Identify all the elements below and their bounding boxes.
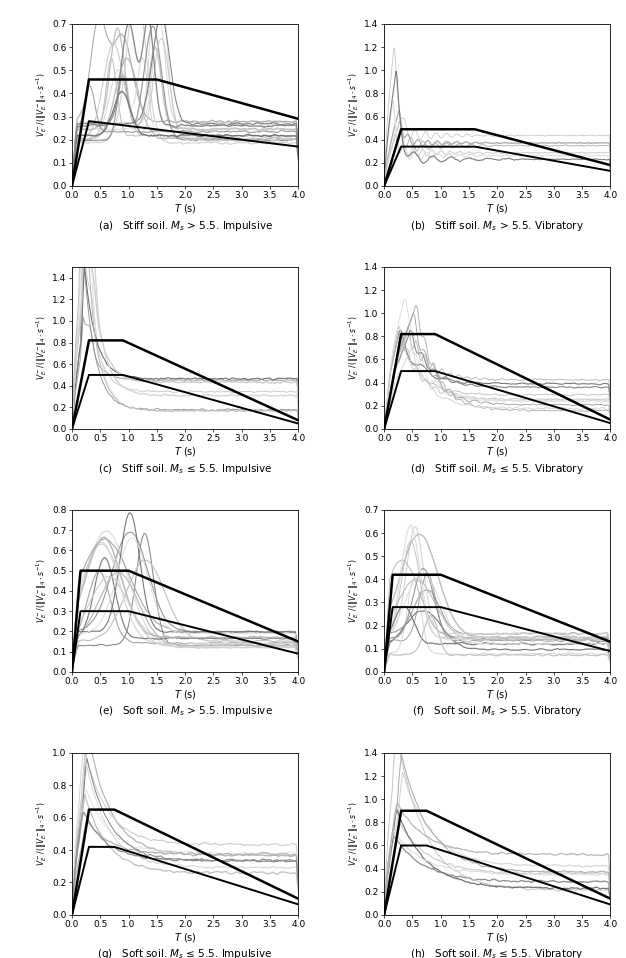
Title: (e)   Soft soil. $M_s$ > 5.5. Impulsive: (e) Soft soil. $M_s$ > 5.5. Impulsive: [98, 704, 272, 718]
Y-axis label: $V_E^- / (\|V_E^-\|_4 \cdot s^{-1})$: $V_E^- / (\|V_E^-\|_4 \cdot s^{-1})$: [34, 802, 49, 866]
Y-axis label: $V_E^- / (\|V_E^-\|_4 \cdot s^{-1})$: $V_E^- / (\|V_E^-\|_4 \cdot s^{-1})$: [347, 559, 361, 624]
Title: (d)   Stiff soil. $M_s$ ≤ 5.5. Vibratory: (d) Stiff soil. $M_s$ ≤ 5.5. Vibratory: [410, 462, 584, 475]
Title: (h)   Soft soil. $M_s$ ≤ 5.5. Vibratory: (h) Soft soil. $M_s$ ≤ 5.5. Vibratory: [411, 947, 584, 958]
X-axis label: $T$ (s): $T$ (s): [173, 931, 197, 944]
Title: (a)   Stiff soil. $M_s$ > 5.5. Impulsive: (a) Stiff soil. $M_s$ > 5.5. Impulsive: [98, 218, 273, 233]
X-axis label: $T$ (s): $T$ (s): [173, 202, 197, 215]
Y-axis label: $V_E^- / (\|V_E^-\|_4 \cdot s^{-1})$: $V_E^- / (\|V_E^-\|_4 \cdot s^{-1})$: [347, 73, 361, 137]
X-axis label: $T$ (s): $T$ (s): [486, 202, 509, 215]
X-axis label: $T$ (s): $T$ (s): [486, 445, 509, 458]
Y-axis label: $V_E^- / (\|V_E^-\|_4 \cdot s^{-1})$: $V_E^- / (\|V_E^-\|_4 \cdot s^{-1})$: [347, 802, 361, 866]
X-axis label: $T$ (s): $T$ (s): [486, 931, 509, 944]
Title: (f)   Soft soil. $M_s$ > 5.5. Vibratory: (f) Soft soil. $M_s$ > 5.5. Vibratory: [412, 704, 583, 718]
X-axis label: $T$ (s): $T$ (s): [486, 688, 509, 701]
Y-axis label: $V_E^- / (\|V_E^-\|_4 \cdot s^{-1})$: $V_E^- / (\|V_E^-\|_4 \cdot s^{-1})$: [34, 73, 49, 137]
Title: (b)   Stiff soil. $M_s$ > 5.5. Vibratory: (b) Stiff soil. $M_s$ > 5.5. Vibratory: [410, 218, 584, 233]
Title: (g)   Soft soil. $M_s$ ≤ 5.5. Impulsive: (g) Soft soil. $M_s$ ≤ 5.5. Impulsive: [98, 947, 273, 958]
X-axis label: $T$ (s): $T$ (s): [173, 445, 197, 458]
Y-axis label: $V_E^- / (\|V_E^-\|_4 \cdot s^{-1})$: $V_E^- / (\|V_E^-\|_4 \cdot s^{-1})$: [34, 315, 49, 380]
Y-axis label: $V_E^- / (\|V_E^-\|_4 \cdot s^{-1})$: $V_E^- / (\|V_E^-\|_4 \cdot s^{-1})$: [347, 315, 361, 380]
X-axis label: $T$ (s): $T$ (s): [173, 688, 197, 701]
Y-axis label: $V_E^- / (\|V_E^-\|_4 \cdot s^{-1})$: $V_E^- / (\|V_E^-\|_4 \cdot s^{-1})$: [34, 559, 49, 624]
Title: (c)   Stiff soil. $M_s$ ≤ 5.5. Impulsive: (c) Stiff soil. $M_s$ ≤ 5.5. Impulsive: [98, 462, 272, 475]
